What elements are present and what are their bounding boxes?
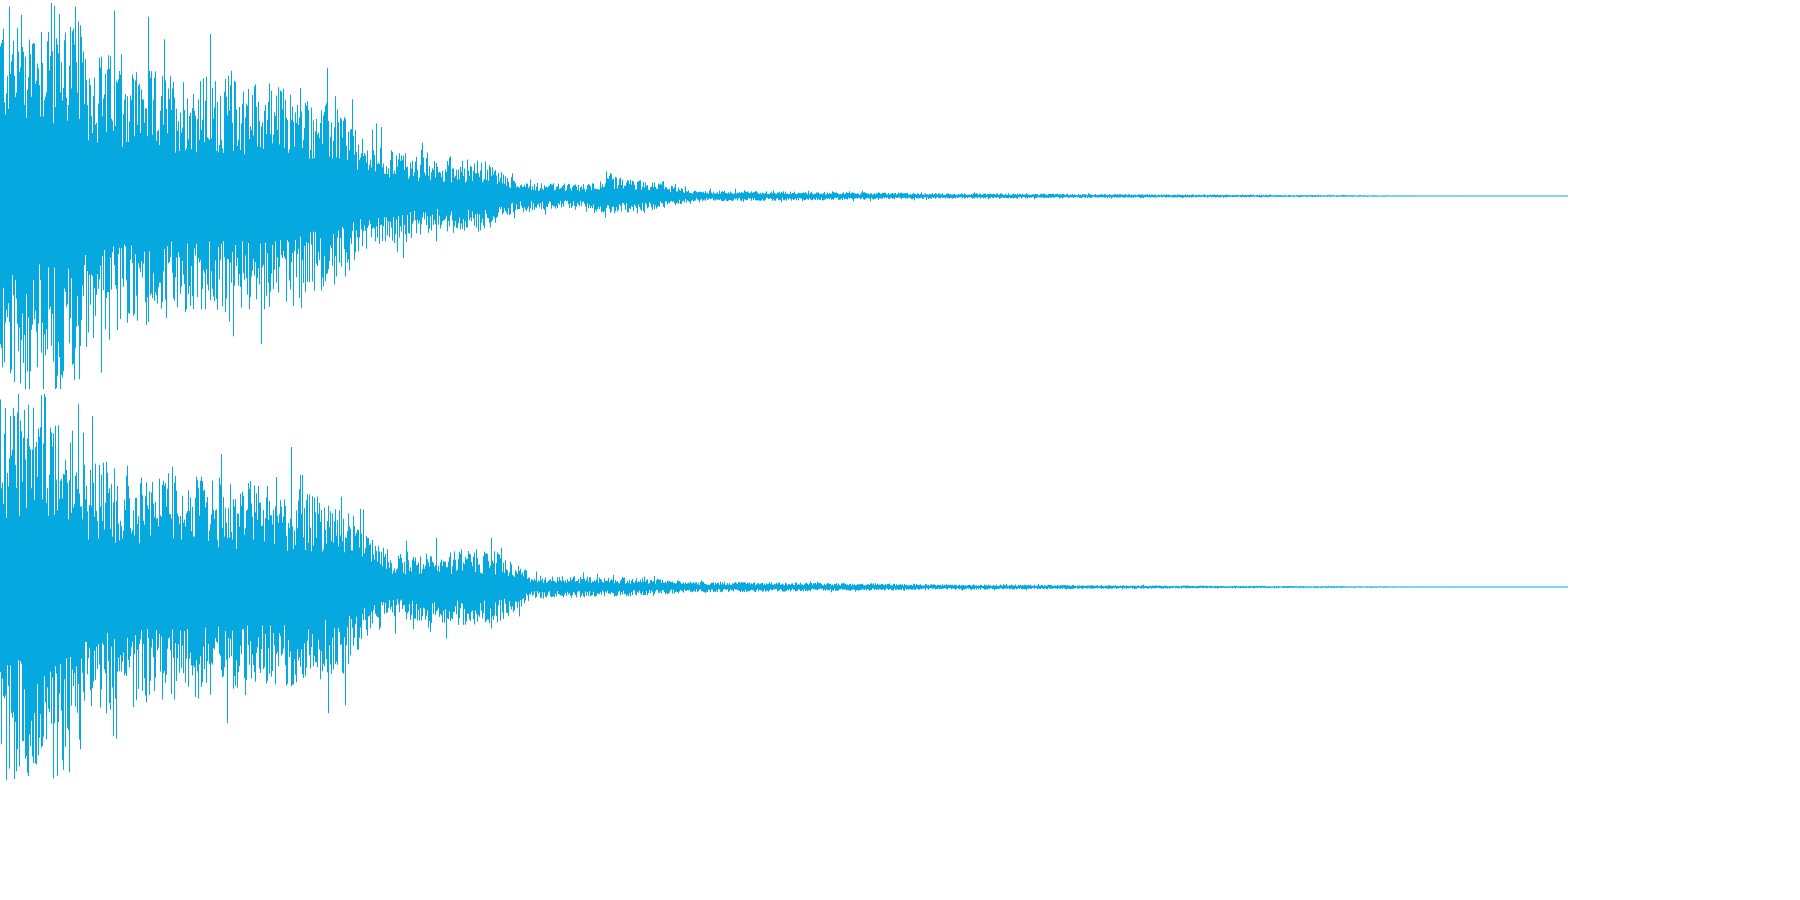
waveform-channel-bottom [0,393,1568,781]
waveform-display [0,2,1568,781]
waveform-top-svg [0,3,1568,389]
waveform-bottom-svg [0,394,1568,780]
waveform-channel-top [0,2,1568,390]
waveform-samples [0,394,1568,780]
waveform-samples [0,3,1568,389]
